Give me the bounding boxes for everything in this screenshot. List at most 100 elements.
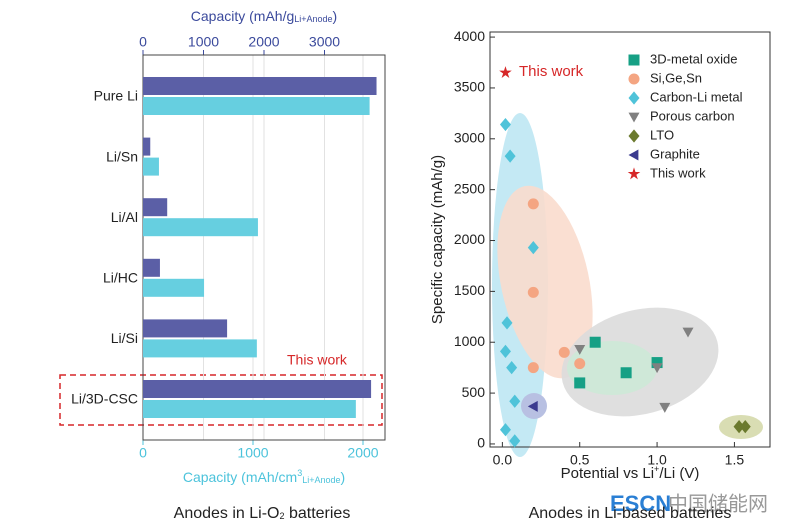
x2-axis-label-part: ) bbox=[333, 8, 338, 24]
point bbox=[574, 344, 586, 355]
y-tick-label: Li/3D-CSC bbox=[71, 391, 138, 407]
bar bbox=[143, 319, 228, 338]
x-tick-label: 1.0 bbox=[647, 452, 667, 468]
point bbox=[558, 346, 570, 358]
point bbox=[527, 400, 538, 412]
y-tick-label: 2500 bbox=[454, 180, 485, 196]
legend-label: This work bbox=[650, 165, 706, 180]
x2-tick-label: 3000 bbox=[309, 34, 340, 50]
point bbox=[574, 377, 586, 389]
bar bbox=[143, 380, 372, 398]
point bbox=[682, 327, 694, 338]
x2-axis-label-part: Capacity (mAh/g bbox=[191, 8, 294, 24]
point bbox=[509, 394, 521, 408]
point bbox=[733, 420, 745, 434]
y-tick-label: 2000 bbox=[454, 231, 485, 247]
legend-label: Carbon-Li metal bbox=[650, 89, 743, 104]
highlight-box bbox=[59, 374, 383, 426]
x-axis-label-part: Li+Anode bbox=[302, 475, 340, 485]
x-axis-label-part: + bbox=[654, 464, 659, 474]
point bbox=[499, 117, 511, 132]
point bbox=[589, 336, 601, 348]
legend-label: Graphite bbox=[650, 146, 700, 161]
point bbox=[527, 241, 539, 255]
point bbox=[506, 361, 518, 375]
point bbox=[659, 402, 671, 413]
x-tick-label: 0.0 bbox=[493, 452, 513, 468]
bar bbox=[143, 339, 257, 358]
y-axis-label: Specific capacity (mAh/g) bbox=[429, 155, 446, 324]
region bbox=[567, 341, 657, 395]
y-tick-label: Li/Si bbox=[111, 330, 138, 346]
legend-marker bbox=[628, 129, 640, 143]
x-tick-label: 2000 bbox=[347, 445, 378, 461]
x2-tick-label: 2000 bbox=[248, 34, 279, 50]
y-tick-label: Li/Al bbox=[111, 209, 138, 225]
legend-marker bbox=[628, 54, 640, 66]
bar bbox=[143, 218, 258, 237]
plot-frame bbox=[142, 54, 386, 441]
point bbox=[499, 344, 511, 358]
x2-axis-label: Capacity (mAh/gLi+Anode) bbox=[191, 8, 337, 24]
annotation: This work bbox=[287, 352, 348, 368]
bar bbox=[143, 137, 151, 156]
y-tick-label: 0 bbox=[477, 435, 485, 451]
bar bbox=[143, 258, 160, 277]
y-tick-label: 1500 bbox=[454, 282, 485, 298]
legend-label: LTO bbox=[650, 127, 674, 142]
plot-frame bbox=[489, 31, 771, 448]
y-tick-label: Li/HC bbox=[103, 270, 138, 286]
y-tick-label: 4000 bbox=[454, 28, 485, 44]
bar bbox=[143, 157, 159, 176]
x2-axis-label-part: Li+Anode bbox=[294, 14, 332, 24]
y-tick-label: Pure Li bbox=[94, 88, 138, 104]
point bbox=[499, 66, 512, 79]
region bbox=[497, 185, 593, 379]
legend-marker bbox=[627, 167, 641, 180]
point bbox=[504, 149, 516, 163]
x-axis-label: Potential vs Li+/Li (V) bbox=[561, 464, 700, 482]
legend-label: Si,Ge,Sn bbox=[650, 70, 702, 85]
x-axis-label-part: ) bbox=[341, 469, 346, 485]
watermark: 中国储能网 bbox=[668, 492, 768, 515]
bar bbox=[143, 198, 168, 217]
bar bbox=[143, 97, 370, 115]
caption-part: 2 bbox=[280, 511, 285, 521]
bar bbox=[143, 400, 356, 418]
y-tick-label: 500 bbox=[462, 384, 486, 400]
y-tick-label: 3500 bbox=[454, 79, 485, 95]
x-axis-label-part: Capacity (mAh/cm bbox=[183, 469, 297, 485]
x2-tick-label: 1000 bbox=[188, 34, 219, 50]
annotation: This work bbox=[519, 63, 584, 80]
caption: Anodes in Li-O2 batteries bbox=[174, 505, 351, 522]
point bbox=[620, 367, 632, 379]
x-tick-label: 0 bbox=[139, 445, 147, 461]
x-axis-label-part: 3 bbox=[297, 468, 302, 478]
x-axis-label-part: Potential vs Li bbox=[561, 465, 654, 482]
point bbox=[509, 434, 521, 448]
point bbox=[527, 362, 539, 374]
point bbox=[527, 198, 539, 210]
x-axis-label-part: /Li (V) bbox=[659, 465, 699, 482]
legend-marker bbox=[628, 73, 640, 85]
y-tick-label: 3000 bbox=[454, 130, 485, 146]
y-tick-label: 1000 bbox=[454, 333, 485, 349]
legend-marker bbox=[628, 149, 639, 161]
watermark: ESCN bbox=[610, 491, 671, 516]
x-tick-label: 0.5 bbox=[570, 452, 590, 468]
legend-label: 3D-metal oxide bbox=[650, 51, 737, 66]
point bbox=[501, 316, 513, 330]
caption-part: Anodes in Li-O bbox=[174, 505, 280, 522]
bar bbox=[143, 278, 205, 297]
point bbox=[527, 286, 539, 298]
y-tick-label: Li/Sn bbox=[106, 148, 138, 164]
bar bbox=[143, 77, 377, 95]
point bbox=[574, 358, 586, 370]
x-axis-label: Capacity (mAh/cm3Li+Anode) bbox=[183, 468, 345, 485]
caption: Anodes in Li-based batteries bbox=[529, 505, 732, 522]
caption-part: batteries bbox=[285, 505, 351, 522]
x2-tick-label: 0 bbox=[139, 34, 147, 50]
legend-marker bbox=[628, 91, 640, 105]
point bbox=[499, 423, 511, 437]
